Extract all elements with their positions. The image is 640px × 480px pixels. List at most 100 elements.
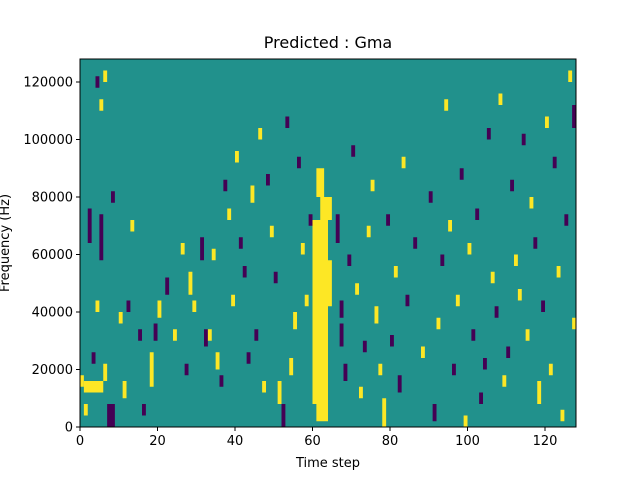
heatmap-cell [273,271,278,284]
y-tick-label: 100000 [23,133,73,148]
heatmap-cell [366,225,371,238]
chart-title: Predicted : Gma [264,33,392,52]
y-tick-label: 0 [65,421,73,436]
heatmap-cell [568,70,573,82]
heatmap-cell [506,346,511,358]
heatmap-cell [502,375,507,387]
heatmap-cell [250,185,255,203]
heatmap-cell [560,409,565,422]
heatmap-cell [552,156,557,169]
heatmap-cell [242,266,247,278]
heatmap-cell [483,358,487,370]
heatmap-cell [293,312,298,330]
heatmap-cell [83,381,104,393]
heatmap-cell [80,375,84,387]
heatmap-cell [533,237,538,249]
heatmap-cell [401,156,406,169]
heatmap-cell [475,208,480,220]
heatmap-cell [184,363,189,376]
heatmap-cell [157,300,162,318]
heatmap-cell [246,352,251,364]
heatmap-cell [448,220,453,232]
heatmap-cell [405,294,410,307]
x-axis: 0 20 40 60 80 100 120 [76,427,557,449]
heatmap-cell [355,283,360,295]
heatmap-cell [339,323,344,347]
heatmap-cell [548,363,553,376]
heatmap-cell [192,300,197,312]
heatmap-cell [494,306,499,318]
heatmap-cell [436,317,441,330]
heatmap-cell [564,214,569,226]
heatmap-cell [525,329,530,341]
x-tick-label: 40 [227,434,244,449]
heatmap-cell [122,381,127,399]
heatmap-cell [362,340,367,353]
heatmap-cell [130,220,135,232]
heatmap-cell [521,133,526,146]
heatmap-cell [138,329,143,341]
heatmap-cell [444,99,449,111]
heatmap-cell [428,191,433,203]
heatmap-cell [432,404,437,422]
heatmap-cell [95,300,100,312]
heatmap-cell [347,254,352,266]
heatmap-cell [200,237,205,261]
heatmap-cell [421,346,425,358]
y-tick-label: 120000 [23,76,73,91]
heatmap-cell [343,363,348,381]
heatmap-cell [320,197,332,220]
heatmap-cell [390,335,394,347]
heatmap-cell [165,277,170,295]
heatmap-cell [517,289,522,301]
heatmap-cell [351,145,356,157]
heatmap-cell [227,208,232,220]
y-tick-label: 40000 [32,306,73,321]
heatmap-cell [386,214,391,226]
heatmap-cell [335,214,340,243]
heatmap-cell [459,168,464,180]
heatmap-cell [285,116,290,128]
heatmap-cell [142,404,146,416]
plot-area [79,58,577,428]
heatmap-cell [238,237,243,249]
y-axis-title: Frequency (Hz) [0,194,13,292]
heatmap-cell [382,398,387,427]
heatmap-cell [529,197,534,209]
heatmap-cell [87,208,92,243]
heatmap-cell [339,300,344,318]
heatmap-cell [188,271,193,295]
heatmap-cell [359,386,363,399]
heatmap-cell [537,381,542,404]
plot-frame [79,58,577,428]
heatmap-cell [440,254,445,266]
heatmap-cell [262,381,267,393]
heatmap-cell [223,179,228,192]
heatmap-cell [219,375,224,387]
heatmap-cell [304,294,309,307]
heatmap-cell [173,329,177,341]
heatmap-cell [316,404,329,422]
heatmap-cell [277,381,282,404]
heatmap-cell [207,329,212,341]
heatmap-cell [258,128,263,140]
heatmap-cell [204,329,208,347]
heatmap-cell [91,352,96,364]
heatmap-cell [545,116,549,128]
heatmap-cell [215,352,220,370]
heatmap-cell [297,156,301,169]
heatmap-cell [107,404,115,427]
heatmap-cell [153,323,158,341]
heatmap-cell [300,243,305,255]
heatmap-cell [498,93,503,105]
y-tick-label: 60000 [32,248,73,263]
heatmap-cell [397,375,402,393]
heatmap-cell [374,306,379,324]
heatmap-cell [103,70,108,82]
x-tick-label: 20 [149,434,166,449]
heatmap-cell [370,179,375,192]
x-tick-label: 60 [304,434,321,449]
heatmap-cell [269,225,274,238]
heatmap-cell [312,220,328,255]
